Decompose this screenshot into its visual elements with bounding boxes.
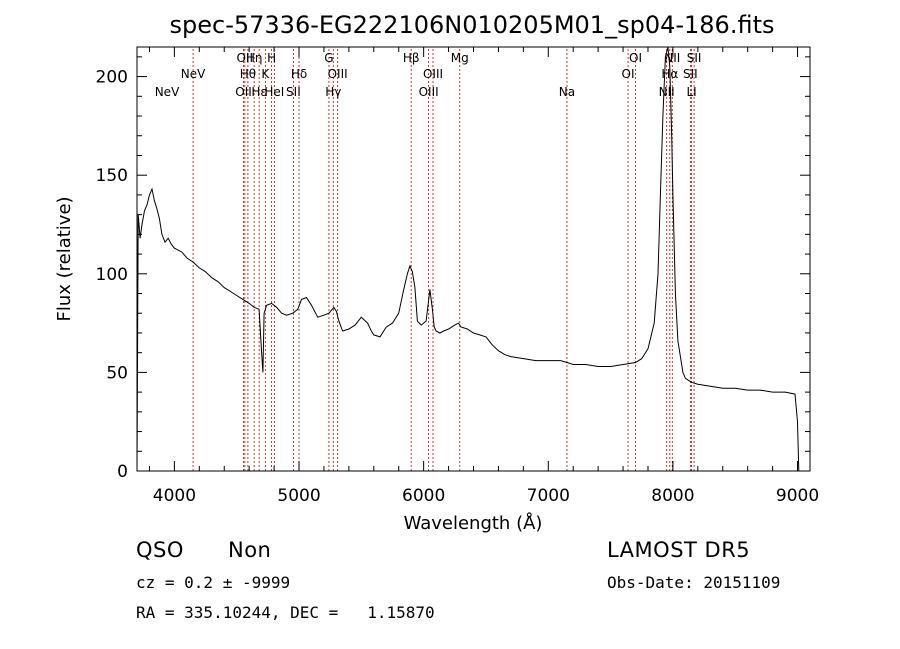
obs-date: Obs-Date: 20151109 <box>607 573 781 592</box>
y-axis-ticks: 0 50 100 150 200 <box>96 56 810 482</box>
x-axis-label: Wavelength (Å) <box>404 512 543 534</box>
line-label: NeV <box>181 67 206 81</box>
y-tick-label: 200 <box>96 68 128 88</box>
x-axis-ticks: 4000 5000 6000 7000 8000 9000 <box>148 47 819 506</box>
object-subclass: Non <box>228 538 272 562</box>
redshift-cz: cz = 0.2 ± -9999 <box>136 573 291 592</box>
object-class: QSO <box>136 538 184 562</box>
spectrum-line <box>136 46 800 472</box>
x-tick-label: 5000 <box>277 486 320 506</box>
y-tick-label: 100 <box>96 265 128 285</box>
coordinates: RA = 335.10244, DEC = 1.15870 <box>136 603 435 622</box>
line-label: Hε <box>251 85 267 99</box>
line-label: OII <box>237 51 254 65</box>
line-label: Hθ <box>240 67 256 81</box>
chart-title: spec-57336-EG222106N010205M01_sp04-186.f… <box>170 11 775 39</box>
x-tick-label: 6000 <box>402 486 445 506</box>
line-label: OIII <box>423 67 443 81</box>
line-label: SII <box>687 51 702 65</box>
line-label: Hδ <box>291 67 307 81</box>
line-label: SII <box>683 67 698 81</box>
line-label: OIII <box>419 85 439 99</box>
line-label: NeV <box>155 85 180 99</box>
plot-axes <box>136 46 811 472</box>
line-label: OI <box>622 67 635 81</box>
y-tick-label: 150 <box>96 166 128 186</box>
line-label: LI <box>686 85 696 99</box>
survey-name: LAMOST DR5 <box>607 538 751 562</box>
line-label: NII <box>659 85 675 99</box>
plot-frame <box>136 46 811 472</box>
x-tick-label: 8000 <box>651 486 694 506</box>
line-label: OII <box>235 85 252 99</box>
emission-line-markers <box>192 49 695 471</box>
x-tick-label: 7000 <box>527 486 570 506</box>
line-label: HeI <box>264 85 284 99</box>
y-axis-label: Flux (relative) <box>54 196 75 321</box>
line-label: H <box>267 51 276 65</box>
line-label: SII <box>286 85 301 99</box>
line-label: Hγ <box>325 85 341 99</box>
x-tick-label: 4000 <box>153 486 196 506</box>
line-label: Na <box>559 85 575 99</box>
line-label: Hβ <box>403 51 420 65</box>
line-label: OIII <box>328 67 348 81</box>
line-label: Hη <box>246 51 263 65</box>
x-tick-label: 9000 <box>776 486 819 506</box>
y-tick-label: 0 <box>117 462 128 482</box>
line-label: Mg <box>451 51 469 65</box>
line-label: OI <box>629 51 642 65</box>
line-label: G <box>324 51 333 65</box>
y-tick-label: 50 <box>106 363 128 383</box>
line-label: K <box>261 67 270 81</box>
